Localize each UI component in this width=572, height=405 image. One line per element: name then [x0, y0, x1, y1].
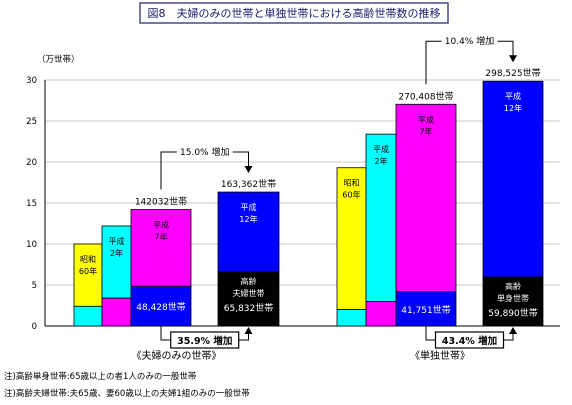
y-tick-label: 30 — [26, 76, 37, 86]
arrow-head — [509, 327, 517, 334]
bar-era-label: 平成 — [418, 114, 434, 124]
elderly-title-label: 高齢 — [505, 281, 521, 291]
title-box: 図8 夫婦のみの世帯と単独世帯における高齢世帯数の推移 — [139, 2, 449, 24]
bar-total — [217, 191, 280, 273]
arrow-head — [244, 327, 253, 334]
y-tick-label: 10 — [26, 240, 37, 250]
footnotes: 注)高齢単身世帯:65歳以上の者1人のみの一般世帯 注)高齢夫婦世帯:夫65歳、… — [4, 369, 250, 403]
bar-year-label: 12年 — [239, 214, 257, 224]
bar-era-label: 昭和 — [344, 179, 360, 188]
y-tick-label: 25 — [26, 117, 37, 127]
elderly-title-label: 単身世帯 — [497, 293, 529, 303]
bar-year-label: 60年 — [342, 190, 360, 200]
bar-elderly-label: 41,751世帯 — [401, 304, 451, 316]
group-label: 《夫婦のみの世帯》 — [132, 349, 222, 362]
bar-total-label: 298,525世帯 — [485, 67, 540, 79]
elderly-change-box — [434, 331, 505, 349]
bar-year-label: 7年 — [154, 232, 167, 242]
bar-elderly — [101, 297, 132, 327]
bar-elderly-label: 48,428世帯 — [136, 301, 186, 313]
bar-era-label: 昭和 — [80, 255, 96, 264]
group-label: 《単独世帯》 — [410, 349, 470, 362]
bar-elderly — [217, 271, 280, 327]
bar-era-label: 平成 — [241, 202, 257, 212]
total-change-label-bg — [176, 145, 233, 159]
y-tick-label: 5 — [32, 281, 37, 291]
bar-total-label: 142032世帯 — [135, 196, 187, 208]
bar-elderly — [365, 300, 397, 327]
bar-total-label: 163,362世帯 — [221, 178, 276, 190]
bar-year-label: 2年 — [374, 156, 387, 166]
y-tick-label: 20 — [26, 158, 37, 168]
bar-year-label: 2年 — [110, 248, 123, 258]
elderly-title-label: 高齢 — [241, 276, 257, 286]
bar-elderly — [336, 309, 367, 327]
y-tick-label: 0 — [32, 322, 37, 332]
bar-elderly-label: 59,890世帯 — [488, 307, 538, 319]
bar-era-label: 平成 — [153, 220, 169, 230]
bar-year-label: 7年 — [419, 126, 432, 136]
total-change-label: 10.4% 増加 — [445, 35, 494, 47]
footnote: 注)高齢夫婦世帯:夫65歳、妻60歳以上の夫婦1組のみの一般世帯 — [4, 389, 250, 399]
footnote: 注)高齢単身世帯:65歳以上の者1人のみの一般世帯 — [4, 372, 197, 382]
elderly-change-label: 43.4% 増加 — [442, 335, 497, 347]
y-tick-label: 15 — [26, 199, 37, 209]
bar-elderly — [482, 276, 544, 327]
bar-era-label: 平成 — [109, 236, 125, 246]
bar-total — [482, 80, 544, 278]
elderly-change-box — [170, 331, 240, 349]
bar-year-label: 12年 — [504, 103, 522, 113]
bar-total — [365, 133, 397, 302]
bar-total-label: 270,408世帯 — [398, 90, 453, 102]
bar-elderly — [73, 305, 103, 327]
annotations: 《夫婦のみの世帯》 15.0% 増加 35.9% 増加《単独世帯》 10.4% 増加 4… — [132, 34, 517, 362]
arrow-head — [509, 55, 517, 63]
elderly-title-label: 夫婦世帯 — [233, 288, 265, 298]
arrow-head — [244, 166, 253, 174]
bar-total — [395, 103, 457, 293]
bar-elderly-label: 65,832世帯 — [224, 302, 274, 314]
bar-era-label: 平成 — [505, 91, 521, 101]
total-change-label: 15.0% 増加 — [180, 146, 229, 158]
total-change-label-bg — [441, 34, 498, 48]
bar-total — [336, 167, 367, 311]
bars: 昭和60年平成2年平成7年142032世帯48,428世帯平成12年163,36… — [73, 67, 544, 327]
bar-era-label: 平成 — [373, 144, 389, 154]
y-axis-label: （万世帯） — [37, 54, 80, 65]
bar-year-label: 60年 — [79, 266, 97, 276]
chart-title: 図8 夫婦のみの世帯と単独世帯における高齢世帯数の推移 — [148, 6, 441, 20]
elderly-change-label: 35.9% 増加 — [177, 335, 232, 347]
